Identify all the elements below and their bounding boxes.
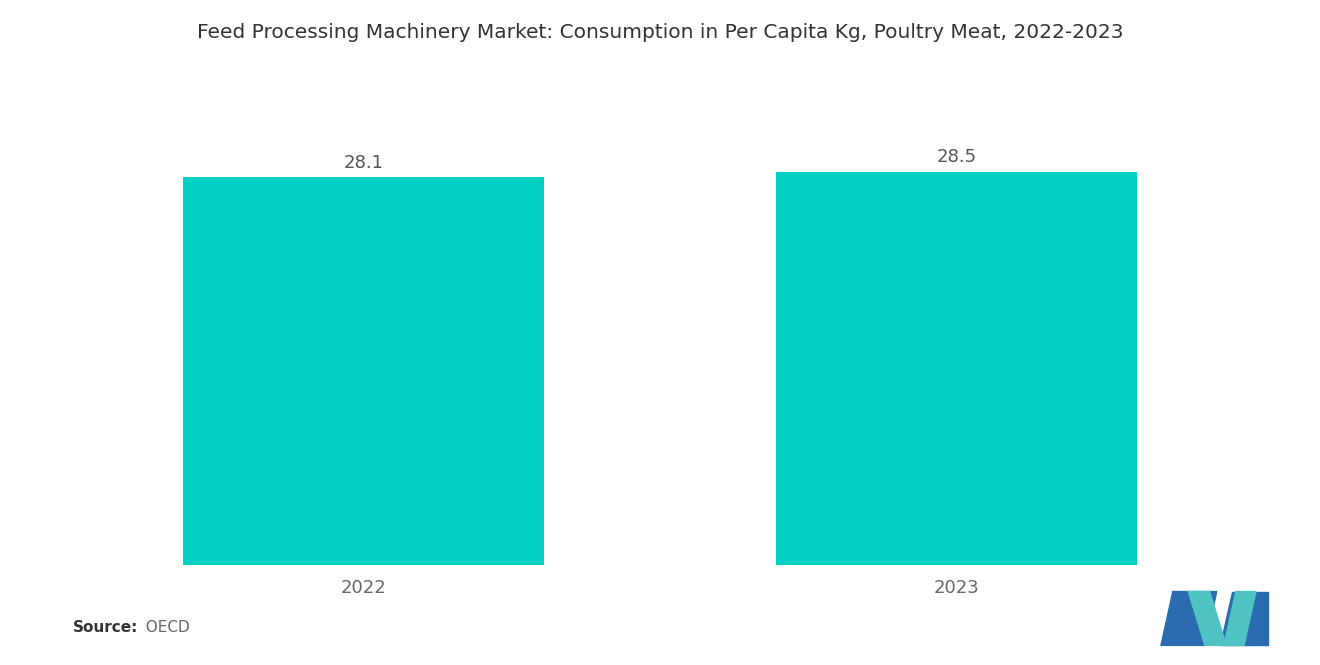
Text: Source:: Source: — [73, 620, 139, 635]
Text: 28.5: 28.5 — [937, 148, 977, 166]
Text: Feed Processing Machinery Market: Consumption in Per Capita Kg, Poultry Meat, 20: Feed Processing Machinery Market: Consum… — [197, 23, 1123, 43]
Bar — [182, 177, 544, 565]
Text: OECD: OECD — [136, 620, 190, 635]
Polygon shape — [1162, 592, 1217, 645]
Polygon shape — [1220, 592, 1267, 645]
Polygon shape — [1188, 592, 1226, 645]
Polygon shape — [1224, 592, 1257, 645]
Text: 28.1: 28.1 — [343, 154, 383, 172]
Bar — [776, 172, 1138, 565]
